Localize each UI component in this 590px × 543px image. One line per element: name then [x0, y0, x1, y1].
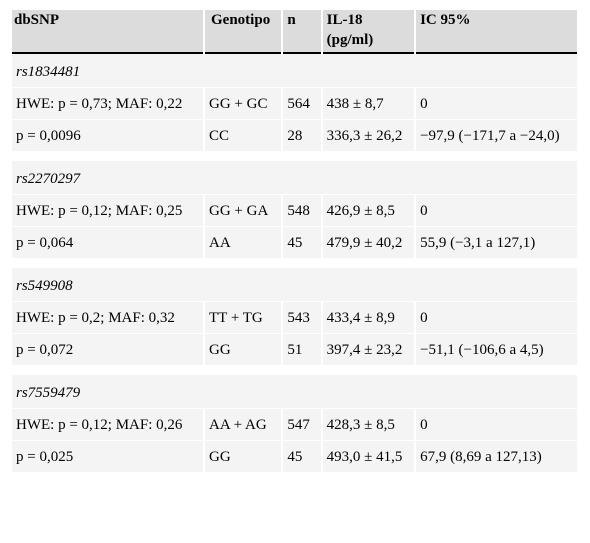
cell-il18: 428,3 ± 8,5	[322, 409, 415, 441]
group-spacer	[12, 366, 577, 375]
cell-dbsnp: HWE: p = 0,2; MAF: 0,32	[12, 302, 204, 334]
table-row: HWE: p = 0,73; MAF: 0,22 GG + GC 564 438 ± …	[12, 88, 577, 120]
cell-n: 45	[283, 227, 321, 259]
snp-group-row: rs2270297	[12, 161, 577, 195]
cell-n: 45	[283, 441, 321, 473]
table-row: p = 0,064 AA 45 479,9 ± 40,2 55,9 (−3,1 a 12…	[12, 227, 577, 259]
cell-ic: 0	[416, 302, 577, 334]
table-row: HWE: p = 0,2; MAF: 0,32 TT + TG 543 433,4 ±…	[12, 302, 577, 334]
cell-ic: 55,9 (−3,1 a 127,1)	[416, 227, 577, 259]
snp-id: rs1834481	[12, 54, 577, 88]
cell-genotipo: GG	[205, 441, 282, 473]
table-row: HWE: p = 0,12; MAF: 0,26 AA + AG 547 428,3 …	[12, 409, 577, 441]
cell-ic: −97,9 (−171,7 a −24,0)	[416, 120, 577, 152]
cell-ic: 0	[416, 88, 577, 120]
header-ic95: IC 95%	[416, 10, 577, 54]
cell-ic: 67,9 (8,69 a 127,13)	[416, 441, 577, 473]
table-row: p = 0,0096 CC 28 336,3 ± 26,2 −97,9 (−171,7 …	[12, 120, 577, 152]
snp-group-row: rs7559479	[12, 375, 577, 409]
snp-id: rs7559479	[12, 375, 577, 409]
spacer-cell	[12, 152, 577, 161]
cell-il18: 336,3 ± 26,2	[322, 120, 415, 152]
header-n: n	[283, 10, 321, 54]
cell-ic: 0	[416, 195, 577, 227]
cell-il18: 438 ± 8,7	[322, 88, 415, 120]
snp-group-row: rs549908	[12, 268, 577, 302]
spacer-cell	[12, 259, 577, 268]
cell-genotipo: AA	[205, 227, 282, 259]
group-spacer	[12, 152, 577, 161]
cell-il18: 397,4 ± 23,2	[322, 334, 415, 366]
cell-genotipo: GG + GA	[205, 195, 282, 227]
cell-dbsnp: p = 0,072	[12, 334, 204, 366]
table-row: p = 0,025 GG 45 493,0 ± 41,5 67,9 (8,69 a 12…	[12, 441, 577, 473]
cell-dbsnp: p = 0,064	[12, 227, 204, 259]
cell-n: 28	[283, 120, 321, 152]
cell-ic: 0	[416, 409, 577, 441]
cell-n: 547	[283, 409, 321, 441]
table-row: HWE: p = 0,12; MAF: 0,25 GG + GA 548 426,9 …	[12, 195, 577, 227]
cell-il18: 433,4 ± 8,9	[322, 302, 415, 334]
snp-id: rs549908	[12, 268, 577, 302]
header-genotipo: Genotipo	[205, 10, 282, 54]
cell-il18: 426,9 ± 8,5	[322, 195, 415, 227]
cell-genotipo: AA + AG	[205, 409, 282, 441]
results-table: dbSNP Genotipo n IL-18 (pg/ml) IC 95% rs…	[10, 10, 579, 473]
table-row: p = 0,072 GG 51 397,4 ± 23,2 −51,1 (−106,6 a…	[12, 334, 577, 366]
snp-group-row: rs1834481	[12, 54, 577, 88]
cell-il18: 479,9 ± 40,2	[322, 227, 415, 259]
cell-genotipo: TT + TG	[205, 302, 282, 334]
header-dbsnp: dbSNP	[12, 10, 204, 54]
cell-dbsnp: p = 0,025	[12, 441, 204, 473]
snp-id: rs2270297	[12, 161, 577, 195]
cell-dbsnp: HWE: p = 0,12; MAF: 0,26	[12, 409, 204, 441]
group-spacer	[12, 259, 577, 268]
table-body: rs1834481 HWE: p = 0,73; MAF: 0,22 GG + G…	[12, 54, 577, 473]
cell-dbsnp: HWE: p = 0,73; MAF: 0,22	[12, 88, 204, 120]
spacer-cell	[12, 366, 577, 375]
cell-genotipo: GG	[205, 334, 282, 366]
cell-n: 548	[283, 195, 321, 227]
cell-n: 51	[283, 334, 321, 366]
header-row: dbSNP Genotipo n IL-18 (pg/ml) IC 95%	[12, 10, 577, 54]
cell-il18: 493,0 ± 41,5	[322, 441, 415, 473]
cell-n: 543	[283, 302, 321, 334]
cell-ic: −51,1 (−106,6 a 4,5)	[416, 334, 577, 366]
cell-genotipo: CC	[205, 120, 282, 152]
header-il18: IL-18 (pg/ml)	[322, 10, 415, 54]
cell-dbsnp: HWE: p = 0,12; MAF: 0,25	[12, 195, 204, 227]
cell-n: 564	[283, 88, 321, 120]
cell-genotipo: GG + GC	[205, 88, 282, 120]
cell-dbsnp: p = 0,0096	[12, 120, 204, 152]
